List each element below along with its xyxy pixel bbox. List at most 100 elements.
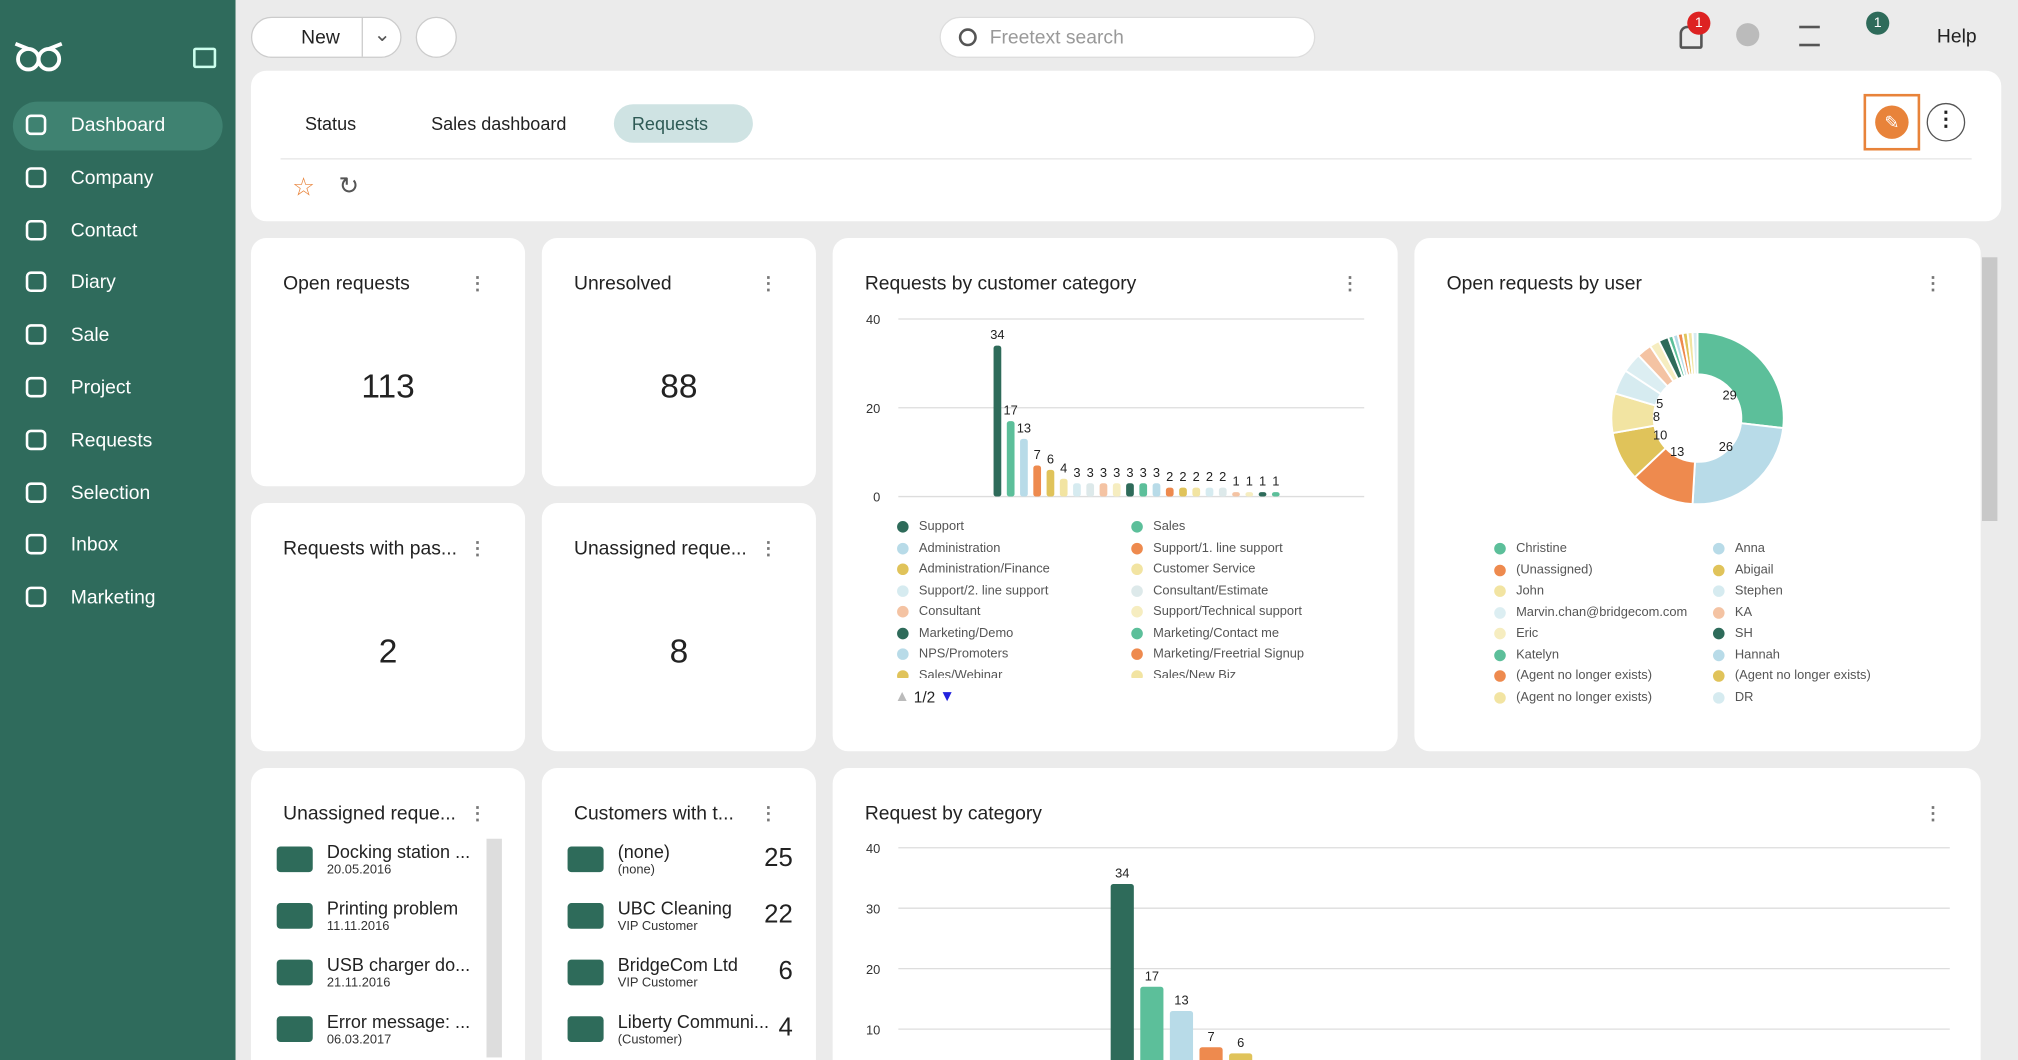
value-label: 3 (1100, 465, 1107, 480)
card-title: Requests with pas... (283, 537, 457, 560)
ticket-icon (276, 903, 313, 929)
nav-icon (25, 324, 47, 345)
chart-card: Requests by customer category ⋮ 0 20 40 34 17 1… (832, 237, 1398, 752)
y-tick-label: 20 (866, 962, 880, 977)
card-title: Unassigned reque... (573, 537, 747, 560)
legend-label: SH (1734, 626, 1753, 641)
legend-label: Marvin.chan@bridgecom.com (1516, 605, 1688, 620)
legend-swatch (1131, 520, 1143, 533)
value-label: 29 (1722, 387, 1736, 402)
menu-dots[interactable]: ⋮ (759, 537, 778, 559)
nav-icon (25, 534, 47, 555)
value-label: 17 (1004, 403, 1018, 418)
customers-list-card: Customers with t... ⋮ (none) (none) 25 UBC Cl… (541, 767, 816, 1060)
new-button[interactable]: New ⌄ (250, 16, 402, 58)
value-label: 3 (1153, 465, 1160, 480)
bar (1258, 492, 1267, 497)
legend-swatch (1131, 584, 1143, 597)
nav-item[interactable]: Selection (13, 469, 223, 518)
kpi-card: Unresolved ⋮ 88 (541, 237, 816, 487)
ticket-icon (567, 1016, 604, 1042)
item-title: Docking station ... (326, 841, 471, 862)
card-title: Request by category (864, 802, 1042, 825)
tab[interactable]: Sales dashboard (413, 104, 587, 143)
legend-label: (Agent no longer exists) (1516, 668, 1653, 684)
menu-dots[interactable]: ⋮ (1341, 272, 1360, 294)
value-label: 1 (1246, 474, 1253, 489)
pager-up[interactable]: ▲ (894, 686, 910, 705)
kpi-card: Open requests ⋮ 113 (250, 237, 526, 487)
legend-swatch (1712, 648, 1725, 661)
bar (1046, 469, 1055, 497)
nav-item[interactable]: Contact (13, 207, 223, 256)
tab-label: Status (305, 113, 357, 134)
menu-dots[interactable]: ⋮ (1924, 802, 1943, 824)
legend-swatch (897, 669, 909, 678)
avatar[interactable] (1736, 23, 1760, 47)
value-label: 1 (1232, 474, 1239, 489)
legend-swatch (1712, 691, 1725, 704)
refresh-icon[interactable]: ↻ (338, 173, 359, 201)
edit-frame[interactable]: ✎ (1863, 93, 1921, 151)
card-title: Unassigned reque... (283, 802, 456, 825)
legend-label: (Agent no longer exists) (1734, 668, 1871, 684)
tab[interactable]: Status (287, 104, 403, 143)
item-count: 6 (778, 957, 793, 986)
value-label: 34 (990, 327, 1004, 342)
nav-item[interactable]: Inbox (13, 521, 223, 570)
bar (1192, 487, 1201, 497)
value-label: 1 (1272, 474, 1279, 489)
kpi-value: 113 (361, 366, 415, 406)
legend-swatch (1494, 542, 1506, 555)
nav-label: Inbox (70, 534, 119, 557)
help-link[interactable]: Help (1936, 25, 1977, 48)
value-label: 3 (1126, 465, 1133, 480)
kpi-value: 8 (669, 631, 689, 671)
list-scrollbar (486, 838, 502, 1058)
filter-button[interactable] (415, 16, 457, 58)
chart-card: Open requests by user ⋮ 29 26 13 10 8 5 Christin… (1414, 237, 1981, 752)
legend-page: 1/2 (913, 688, 936, 707)
legend-label: Customer Service (1153, 562, 1256, 577)
item-count: 22 (764, 900, 793, 929)
nav-item[interactable]: Marketing (13, 574, 223, 623)
nav-item[interactable]: Diary (13, 259, 223, 308)
legend-swatch (897, 520, 909, 533)
nav-item[interactable]: Dashboard (12, 101, 223, 151)
bar (1059, 478, 1068, 497)
legend-label: Stephen (1734, 584, 1783, 599)
legend-swatch (1712, 627, 1725, 640)
menu-dots[interactable]: ⋮ (468, 537, 487, 559)
more-button[interactable]: ⋮ (1926, 102, 1966, 142)
menu-icon[interactable] (1799, 25, 1820, 47)
nav-item[interactable]: Sale (13, 312, 223, 361)
nav-item[interactable]: Requests (13, 417, 223, 466)
menu-dots[interactable]: ⋮ (759, 272, 778, 294)
legend-swatch (1494, 606, 1506, 619)
search-icon (958, 28, 977, 47)
pager-down[interactable]: ▼ (939, 686, 955, 705)
value-label: 1 (1259, 474, 1266, 489)
menu-dots[interactable]: ⋮ (1924, 272, 1943, 294)
nav-item[interactable]: Project (13, 364, 223, 413)
legend-label: Support (918, 519, 964, 534)
legend: Christine Anna (Unassigned) Abigail John Step… (1494, 542, 1957, 709)
bar (1199, 1047, 1223, 1060)
menu-dots[interactable]: ⋮ (468, 272, 487, 294)
item-date: 06.03.2017 (326, 1032, 392, 1048)
nav-item[interactable]: Company (13, 154, 223, 203)
collapse-button[interactable] (193, 47, 217, 69)
menu-dots[interactable]: ⋮ (759, 802, 778, 824)
legend-swatch (1712, 585, 1725, 597)
item-title: Printing problem (326, 897, 459, 919)
value-label: 6 (1237, 1035, 1244, 1050)
ticket-icon (276, 959, 313, 986)
menu-dots[interactable]: ⋮ (468, 802, 487, 824)
new-dropdown[interactable]: ⌄ (361, 18, 402, 57)
kpi-card: Requests with pas... ⋮ 2 (250, 502, 526, 752)
favorite-icon[interactable]: ☆ (292, 173, 316, 202)
search-box[interactable]: Freetext search (939, 16, 1316, 58)
tab[interactable]: Requests (613, 104, 753, 143)
